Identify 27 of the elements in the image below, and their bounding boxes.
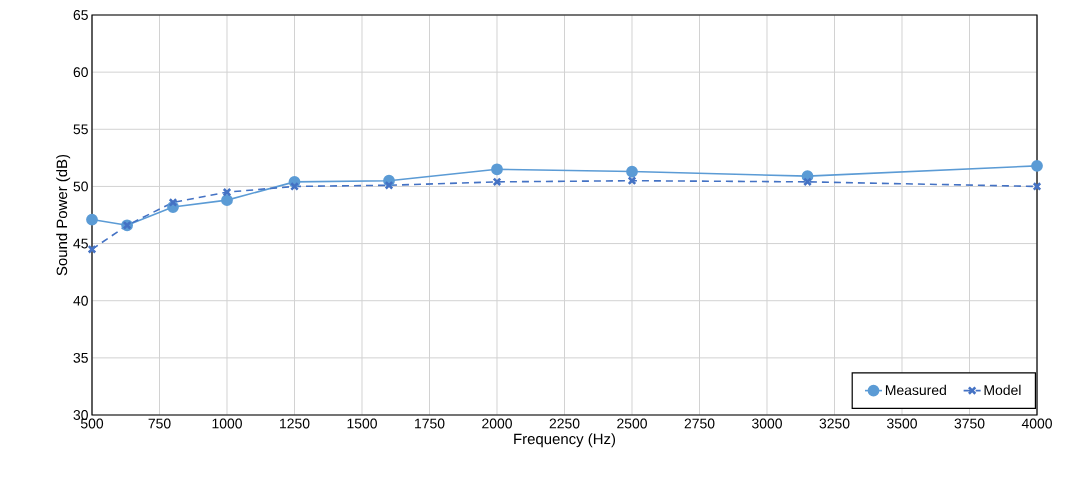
x-tick-label: 2750: [684, 418, 715, 429]
x-tick-label: 1000: [212, 418, 242, 429]
x-tick-label: 3250: [819, 418, 850, 429]
x-tick-label: 1500: [347, 418, 377, 429]
x-tick-label: 4000: [1021, 418, 1052, 429]
x-tick-label: 2000: [482, 418, 512, 429]
y-tick-label: 65: [73, 10, 88, 20]
y-tick-label: 50: [73, 181, 88, 192]
x-tick-label: 2500: [617, 418, 647, 429]
x-tick-label: 3750: [954, 418, 985, 429]
y-axis-title: Sound Power (dB): [56, 154, 71, 276]
x-tick-label: 500: [80, 418, 104, 429]
legend-label: Model: [984, 384, 1021, 396]
legend-label: Measured: [885, 384, 946, 396]
x-tick-label: 2250: [549, 418, 580, 429]
y-tick-label: 30: [73, 410, 88, 420]
x-tick-label: 750: [148, 418, 171, 429]
y-tick-label: 35: [73, 352, 88, 363]
y-tick-label: 40: [73, 295, 88, 306]
x-tick-label: 3500: [887, 418, 917, 429]
y-tick-label: 45: [73, 238, 88, 249]
x-tick-label: 1250: [280, 418, 310, 429]
x-tick-label: 1750: [415, 418, 445, 429]
x-tick-label: 3000: [752, 418, 782, 429]
y-tick-label: 55: [73, 124, 88, 135]
y-tick-label: 60: [73, 67, 88, 78]
x-axis-title: Frequency (Hz): [514, 433, 616, 448]
